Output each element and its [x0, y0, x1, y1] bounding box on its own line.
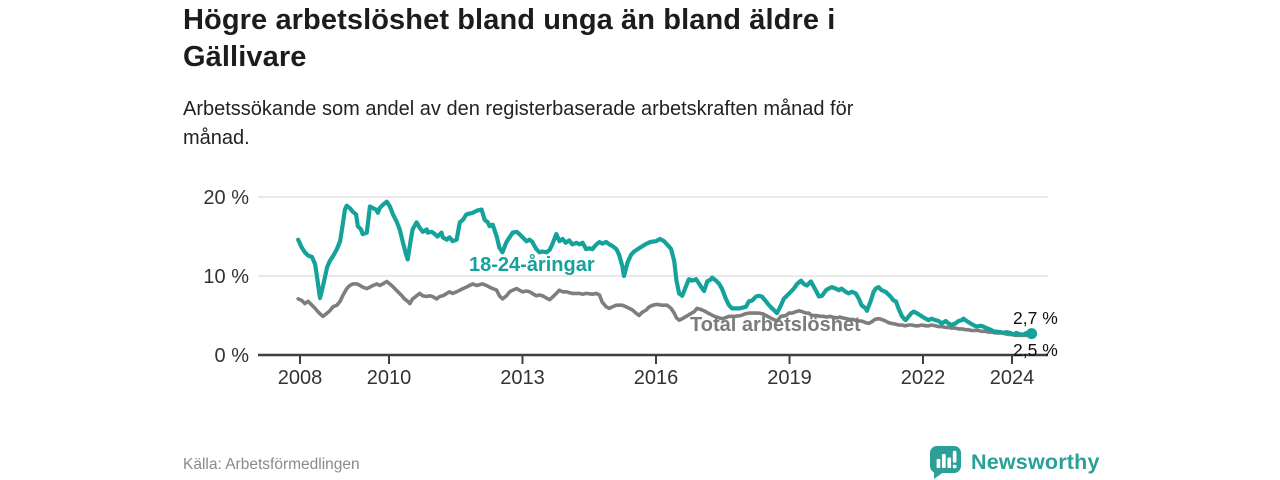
newsworthy-logo-text: Newsworthy [971, 449, 1100, 474]
end-point-dot [1026, 328, 1038, 340]
x-tick-label-2008: 2008 [278, 367, 323, 389]
x-tick-label-2013: 2013 [500, 367, 545, 389]
logo-bar-2 [942, 453, 946, 468]
chart-line-total [296, 279, 1034, 338]
title-line-1: Högre arbetslöshet bland unga än bland ä… [183, 4, 836, 36]
source-note: Källa: Arbetsförmedlingen [183, 456, 360, 473]
x-tick-label-2022: 2022 [901, 367, 946, 389]
subtitle-line-1: Arbetssökande som andel av den registerb… [183, 98, 854, 120]
y-tick-label-0: 0 % [215, 345, 250, 367]
series-label-youth: 18-24-åringar [469, 253, 595, 276]
x-tick-label-2019: 2019 [767, 367, 812, 389]
logo-exclamation-icon [952, 450, 957, 463]
logo-bar-1 [936, 458, 941, 468]
x-tick-label-2024: 2024 [990, 367, 1035, 389]
subtitle-line-2: månad. [183, 127, 250, 149]
newsworthy-logo: Newsworthy [929, 444, 1100, 480]
newsworthy-logo-icon [930, 445, 961, 479]
y-tick-label-20: 20 % [203, 187, 249, 209]
chart-line-youth [296, 199, 1034, 337]
series-label-total: Total arbetslöshet [690, 314, 861, 336]
x-tick-label-2010: 2010 [367, 367, 412, 389]
end-label-youth: 2,7 % [1013, 308, 1058, 328]
end-label-total: 2,5 % [1013, 340, 1058, 360]
title-line-2: Gällivare [183, 41, 307, 73]
page-title: Högre arbetslöshet bland unga än bland ä… [183, 2, 835, 76]
logo-bar-3 [947, 457, 952, 468]
y-tick-label-10: 10 % [203, 266, 249, 288]
chart-subtitle: Arbetssökande som andel av den registerb… [183, 95, 853, 153]
x-tick-label-2016: 2016 [634, 367, 679, 389]
